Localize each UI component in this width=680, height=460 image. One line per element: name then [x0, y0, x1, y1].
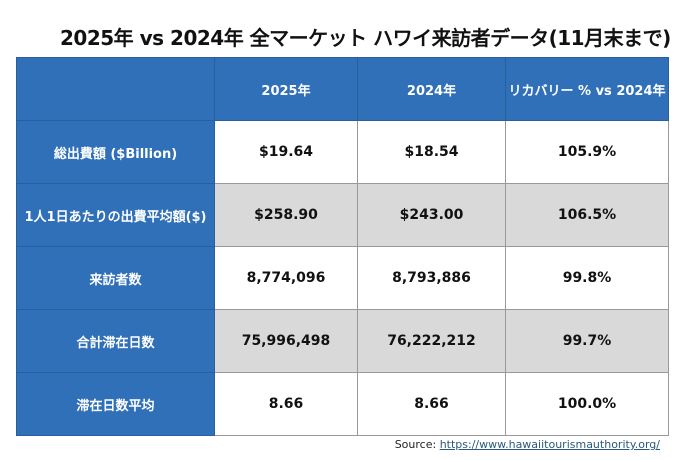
- source-label: Source:: [394, 438, 440, 451]
- cell-2025: $19.64: [214, 120, 358, 184]
- table-row: 合計滞在日数 75,996,498 76,222,212 99.7%: [16, 309, 669, 373]
- cell-2024: $18.54: [357, 120, 506, 184]
- row-label: 滞在日数平均: [16, 372, 215, 436]
- header-2024: 2024年: [357, 57, 506, 121]
- cell-2025: 8.66: [214, 372, 358, 436]
- cell-2024: $243.00: [357, 183, 506, 247]
- cell-2025: $258.90: [214, 183, 358, 247]
- row-label: 総出費額 ($Billion): [16, 120, 215, 184]
- cell-recovery: 105.9%: [505, 120, 669, 184]
- visitor-data-table: 2025年 2024年 リカバリー % vs 2024年 総出費額 ($Bill…: [16, 57, 669, 436]
- row-label: 1人1日あたりの出費平均額($): [16, 183, 215, 247]
- cell-2024: 8.66: [357, 372, 506, 436]
- page-title: 2025年 vs 2024年 全マーケット ハワイ来訪者データ(11月末まで): [60, 26, 671, 50]
- cell-2025: 75,996,498: [214, 309, 358, 373]
- table-row: 来訪者数 8,774,096 8,793,886 99.8%: [16, 246, 669, 310]
- cell-recovery: 99.8%: [505, 246, 669, 310]
- header-empty: [16, 57, 215, 121]
- source-link[interactable]: https://www.hawaiitourismauthority.org/: [439, 438, 660, 451]
- table-header-row: 2025年 2024年 リカバリー % vs 2024年: [16, 57, 669, 121]
- row-label: 来訪者数: [16, 246, 215, 310]
- cell-recovery: 106.5%: [505, 183, 669, 247]
- table-row: 総出費額 ($Billion) $19.64 $18.54 105.9%: [16, 120, 669, 184]
- cell-recovery: 99.7%: [505, 309, 669, 373]
- header-2025: 2025年: [214, 57, 358, 121]
- cell-recovery: 100.0%: [505, 372, 669, 436]
- cell-2025: 8,774,096: [214, 246, 358, 310]
- cell-2024: 76,222,212: [357, 309, 506, 373]
- table-row: 滞在日数平均 8.66 8.66 100.0%: [16, 372, 669, 436]
- row-label: 合計滞在日数: [16, 309, 215, 373]
- header-recovery: リカバリー % vs 2024年: [505, 57, 669, 121]
- table-row: 1人1日あたりの出費平均額($) $258.90 $243.00 106.5%: [16, 183, 669, 247]
- cell-2024: 8,793,886: [357, 246, 506, 310]
- source-note: Source: https://www.hawaiitourismauthori…: [395, 438, 660, 451]
